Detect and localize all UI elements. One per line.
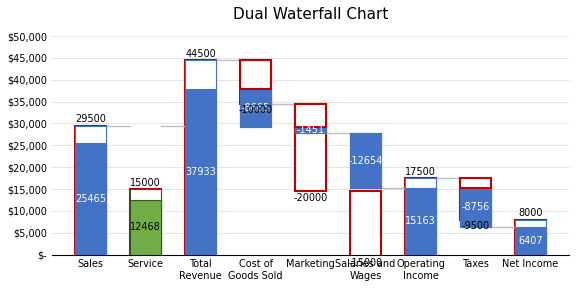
Text: -15000: -15000 bbox=[348, 258, 382, 268]
Text: -12654: -12654 bbox=[348, 156, 382, 166]
Bar bbox=[460, 188, 491, 227]
Text: 37933: 37933 bbox=[185, 167, 216, 177]
Bar bbox=[460, 178, 491, 188]
Text: -20000: -20000 bbox=[293, 192, 328, 202]
Bar bbox=[460, 178, 491, 220]
Bar bbox=[516, 227, 545, 255]
Bar bbox=[516, 220, 545, 255]
Bar bbox=[185, 89, 215, 255]
Bar bbox=[240, 60, 271, 104]
Text: -10000: -10000 bbox=[238, 105, 272, 115]
Bar bbox=[516, 220, 545, 227]
Text: 15000: 15000 bbox=[130, 178, 161, 188]
Bar bbox=[185, 60, 215, 255]
Bar bbox=[295, 104, 325, 191]
Text: 15163: 15163 bbox=[405, 217, 436, 226]
Title: Dual Waterfall Chart: Dual Waterfall Chart bbox=[233, 7, 388, 22]
Bar bbox=[240, 89, 271, 127]
Bar bbox=[350, 133, 381, 188]
Bar bbox=[406, 178, 435, 188]
Text: -8756: -8756 bbox=[461, 202, 490, 213]
Bar bbox=[240, 89, 271, 127]
Bar bbox=[130, 189, 161, 255]
Text: 29500: 29500 bbox=[75, 114, 106, 124]
Bar bbox=[295, 127, 325, 133]
Bar bbox=[130, 189, 161, 200]
Text: 25465: 25465 bbox=[75, 194, 106, 204]
Bar bbox=[75, 143, 105, 255]
Text: 12468: 12468 bbox=[130, 222, 161, 232]
Bar bbox=[406, 178, 435, 255]
Bar bbox=[460, 188, 491, 227]
Text: -8665: -8665 bbox=[241, 103, 270, 113]
Text: -9500: -9500 bbox=[461, 221, 490, 231]
Bar bbox=[350, 133, 381, 188]
Bar bbox=[75, 143, 105, 255]
Bar bbox=[75, 126, 105, 143]
Bar bbox=[75, 126, 105, 255]
Bar bbox=[185, 60, 215, 89]
Bar bbox=[295, 104, 325, 127]
Bar bbox=[295, 127, 325, 133]
Bar bbox=[240, 60, 271, 89]
Bar bbox=[185, 89, 215, 255]
Bar bbox=[406, 188, 435, 255]
Text: 17500: 17500 bbox=[405, 167, 436, 177]
Bar bbox=[516, 227, 545, 255]
Text: 8000: 8000 bbox=[518, 208, 543, 218]
Text: 44500: 44500 bbox=[185, 49, 216, 59]
Bar bbox=[406, 188, 435, 255]
Text: 6407: 6407 bbox=[518, 236, 543, 246]
Bar bbox=[130, 200, 161, 255]
Text: -1451: -1451 bbox=[297, 125, 324, 135]
Bar bbox=[130, 200, 161, 255]
Bar bbox=[350, 191, 381, 257]
